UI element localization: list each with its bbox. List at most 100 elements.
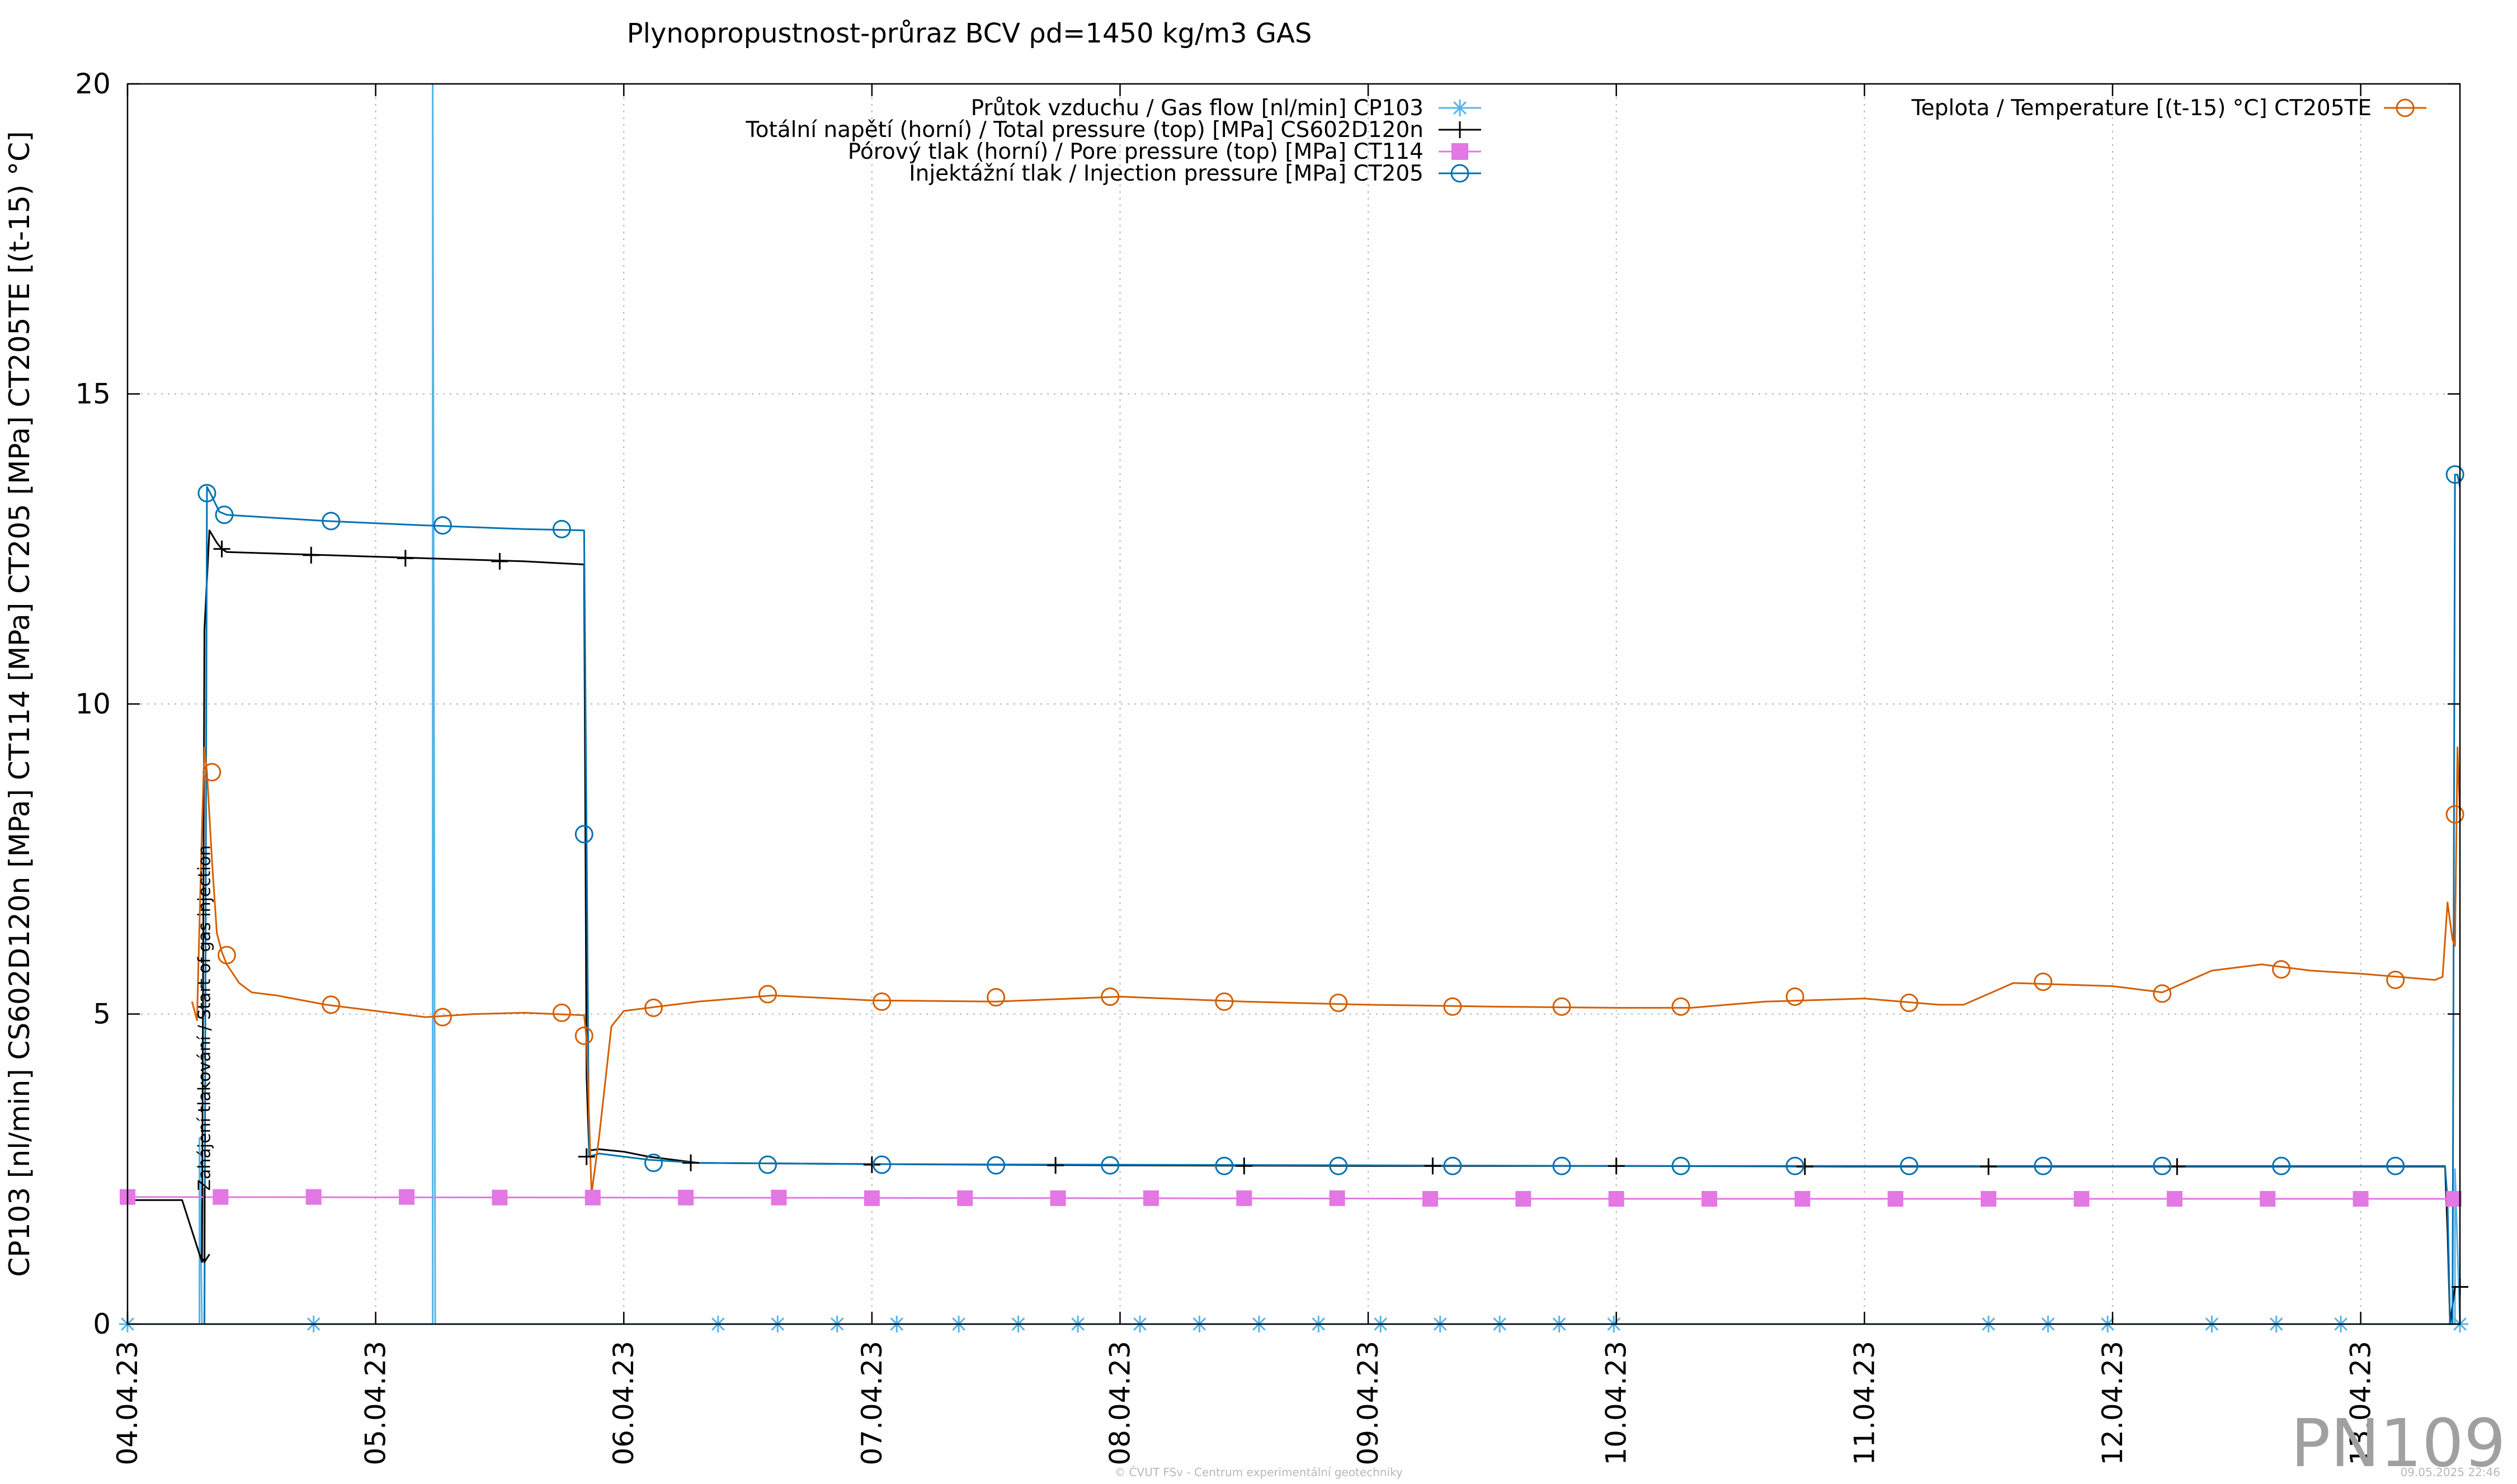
y-tick-label-4: 20: [75, 68, 111, 100]
marker-ct114-4: [492, 1189, 508, 1206]
marker-ct114-16: [1608, 1190, 1624, 1207]
marker-ct205te-19: [2153, 984, 2172, 1003]
marker-ct205te-18: [2034, 972, 2053, 991]
marker-ct205-7: [758, 1155, 777, 1174]
marker-ct205te-6: [644, 998, 663, 1017]
marker-ct205te-2: [322, 995, 341, 1014]
marker-ct114-15: [1515, 1190, 1531, 1207]
marker-cs602d120n-13: [2169, 1158, 2186, 1175]
marker-cs602d120n-2: [397, 550, 414, 567]
marker-ct205te-11: [1215, 992, 1234, 1011]
legend-marker-cs602d120n: [1451, 121, 1468, 138]
x-tick-label-4: 08.04.23: [1104, 1341, 1136, 1466]
marker-ct114-10: [1050, 1190, 1066, 1206]
marker-cs602d120n-11: [1796, 1158, 1813, 1175]
y-axis-title: CP103 [nl/min] CS602D120n [MPa] CT114 [M…: [3, 131, 36, 1277]
marker-ct205-2: [322, 512, 341, 531]
footer-copyright: © ČVUT FSv - Centrum experimentální geot…: [1114, 1466, 1403, 1479]
marker-ct205te-16: [1785, 987, 1804, 1006]
marker-ct114-22: [2166, 1190, 2183, 1207]
sample-watermark: PN109: [2290, 1405, 2506, 1482]
marker-ct205-15: [1671, 1156, 1690, 1175]
marker-ct205te-13: [1443, 997, 1462, 1016]
marker-ct114-12: [1236, 1190, 1252, 1206]
marker-ct114-18: [1794, 1190, 1811, 1207]
marker-cs602d120n-3: [491, 552, 508, 570]
series-line-ct114: [127, 1196, 2460, 1200]
marker-cs602d120n-8: [1236, 1157, 1253, 1175]
legend-label-cs602d120n: Totální napětí (horní) / Total pressure …: [745, 117, 1424, 143]
marker-ct205-18: [2034, 1156, 2053, 1175]
marker-ct205te-1: [217, 946, 236, 965]
marker-ct114-5: [585, 1189, 601, 1206]
annotation-arrow-head: [199, 1254, 210, 1264]
y-tick-label-2: 10: [75, 688, 111, 720]
marker-ct205te-9: [987, 988, 1006, 1007]
marker-ct205-13: [1443, 1156, 1462, 1175]
marker-ct114-24: [2353, 1190, 2369, 1207]
series-line-cs602d120n: [128, 530, 2460, 1325]
marker-cs602d120n-5: [682, 1154, 700, 1171]
x-tick-label-6: 10.04.23: [1600, 1341, 1633, 1466]
marker-ct205te-5: [574, 1026, 593, 1045]
legend-label-ct205: Injektážní tlak / Injection pressure [MP…: [909, 161, 1424, 186]
legend-marker-ct205: [1450, 164, 1469, 183]
marker-ct114-9: [957, 1190, 973, 1206]
chart-title: Plynopropustnost-průraz BCV ρd=1450 kg/m…: [627, 18, 1312, 49]
marker-ct114-8: [864, 1190, 880, 1206]
marker-cs602d120n-4: [578, 1148, 595, 1165]
marker-ct205-20: [2272, 1156, 2291, 1175]
x-tick-label-8: 12.04.23: [2096, 1341, 2129, 1466]
footer-timestamp: 09.05.2025 22:46: [2400, 1466, 2500, 1479]
marker-ct205-5: [574, 825, 593, 844]
marker-ct205te-8: [873, 992, 892, 1011]
marker-cs602d120n-7: [1047, 1157, 1064, 1174]
legend-marker-ct205te: [2396, 98, 2415, 117]
marker-ct205-14: [1552, 1156, 1571, 1175]
marker-ct205te-15: [1671, 997, 1690, 1016]
gas-injection-annotation: Zahájení tlakování / Start of gas inject…: [195, 845, 215, 1191]
marker-ct205te-14: [1552, 997, 1571, 1016]
series-line-ct205te: [191, 746, 2461, 1195]
marker-ct205-22: [2445, 465, 2464, 484]
marker-ct205te-0: [202, 763, 221, 782]
legend-marker-cp103: [1451, 100, 1468, 116]
marker-cs602d120n-9: [1424, 1157, 1441, 1175]
marker-ct205-10: [1101, 1156, 1120, 1175]
marker-ct205te-7: [758, 985, 777, 1004]
marker-ct205te-3: [433, 1008, 452, 1027]
marker-ct114-1: [213, 1189, 229, 1205]
y-tick-label-0: 0: [93, 1308, 111, 1340]
marker-cs602d120n-0: [213, 540, 230, 557]
marker-ct205te-22: [2445, 805, 2464, 824]
marker-ct205-3: [433, 516, 452, 535]
marker-ct205-6: [644, 1154, 663, 1173]
marker-ct114-25: [2445, 1190, 2462, 1207]
marker-ct205-9: [987, 1156, 1006, 1175]
legend-label-ct114: Pórový tlak (horní) / Pore pressure (top…: [848, 139, 1424, 164]
marker-ct114-23: [2260, 1190, 2276, 1207]
marker-ct114-2: [305, 1189, 322, 1205]
legend-layer: Průtok vzduchu / Gas flow [nl/min] CP103…: [745, 96, 2426, 186]
marker-cs602d120n-1: [303, 546, 320, 564]
marker-ct205te-20: [2272, 960, 2291, 979]
x-tick-label-2: 06.04.23: [607, 1341, 640, 1466]
series-line-ct205: [204, 474, 2461, 1325]
x-tick-label-9: 13.04.23: [2345, 1341, 2377, 1466]
marker-cs602d120n-10: [1608, 1157, 1625, 1175]
marker-ct114-7: [771, 1189, 787, 1206]
marker-layer: [119, 465, 2468, 1332]
marker-ct114-17: [1701, 1190, 1718, 1207]
marker-ct205-19: [2153, 1156, 2172, 1175]
axis-layer: 0 5 10 15 20 04.04.23 05.04.23 06.04.23 07.04.23…: [75, 68, 2460, 1466]
marker-ct205-4: [552, 519, 571, 538]
marker-ct205-16: [1785, 1156, 1804, 1175]
marker-ct205te-10: [1101, 987, 1120, 1006]
marker-ct114-19: [1887, 1190, 1903, 1207]
marker-ct205-12: [1329, 1156, 1348, 1175]
marker-ct205-21: [2386, 1156, 2405, 1175]
x-tick-label-7: 11.04.23: [1848, 1341, 1880, 1466]
legend-marker-ct114: [1451, 143, 1468, 160]
